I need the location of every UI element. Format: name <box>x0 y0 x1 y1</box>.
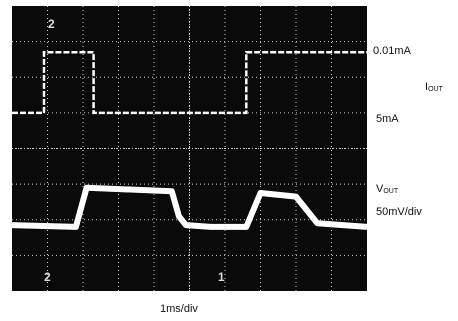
channel-markers: 2 2 1 <box>44 17 225 284</box>
channel-2-bottom-marker: 2 <box>44 270 51 284</box>
iout-name-sub: OUT <box>428 86 443 93</box>
timebase-label: 1ms/div <box>160 303 198 315</box>
iout-high-label: 0.01mA <box>373 45 411 57</box>
vout-name-label: VOUT <box>376 183 398 198</box>
channel-2-top-marker: 2 <box>48 17 55 31</box>
iout-trace <box>12 51 367 115</box>
graticule <box>12 6 367 291</box>
vout-name-sub: OUT <box>383 188 399 195</box>
vout-scale-label: 50mV/div <box>376 206 422 218</box>
iout-name-main: I <box>425 81 429 93</box>
vout-name-main: V <box>376 183 384 195</box>
iout-low-label: 5mA <box>376 113 399 125</box>
iout-name-label: IOUT <box>425 81 443 96</box>
traces <box>11 51 368 230</box>
vout-trace <box>11 184 368 230</box>
channel-1-marker: 1 <box>218 270 225 284</box>
